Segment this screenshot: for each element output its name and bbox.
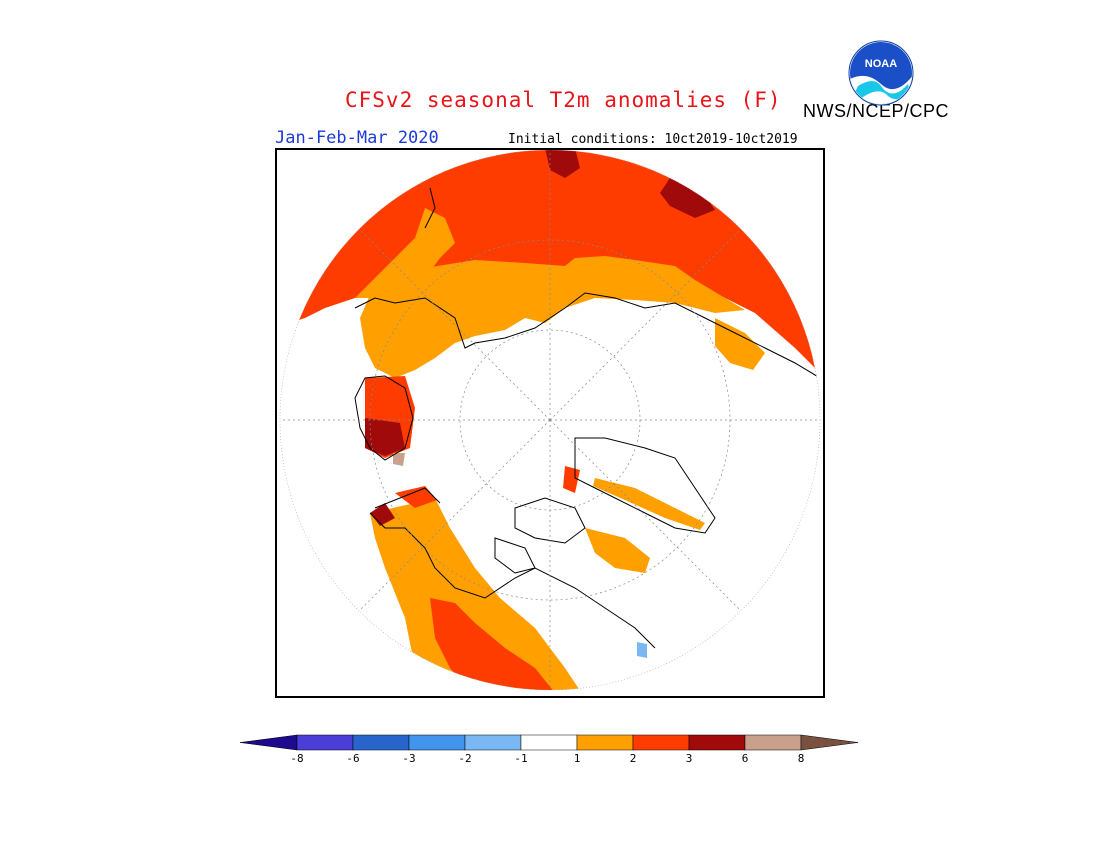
legend-swatch <box>352 734 410 751</box>
coastline-arctic-islands <box>494 497 586 574</box>
legend-swatch <box>576 734 634 751</box>
legend-tick-label: 6 <box>742 752 749 765</box>
graticule-meridian <box>358 228 551 421</box>
legend-swatch <box>632 734 690 751</box>
legend-swatch <box>744 734 802 751</box>
agency-label: NWS/NCEP/CPC <box>803 101 950 121</box>
legend-tick-label: -2 <box>458 752 471 765</box>
legend-tick-label: -6 <box>346 752 359 765</box>
map-disc-outline <box>279 149 821 691</box>
anomaly-region-2to3-siberia <box>563 466 580 493</box>
initial-conditions: Initial conditions: 10ct2019-10ct2019 <box>508 132 798 147</box>
legend-tick-label: -1 <box>514 752 527 765</box>
anomaly-region-3to6-north <box>545 150 580 178</box>
chart-title: CFSv2 seasonal T2m anomalies (F) <box>345 88 782 112</box>
coastline-alaska <box>374 487 441 509</box>
legend-arrow-high <box>800 734 859 751</box>
noaa-logo: NOAA <box>848 40 914 106</box>
legend-swatch <box>688 734 746 751</box>
legend-tick-label: 3 <box>686 752 693 765</box>
legend-tick-label: -3 <box>402 752 415 765</box>
legend-swatch <box>464 734 522 751</box>
anomaly-region-3to6-alaska <box>370 503 395 526</box>
graticule-meridian <box>549 419 742 612</box>
coastline-namerica <box>369 512 656 649</box>
anomaly-map[interactable] <box>275 148 825 698</box>
anomaly-region-1to2-europe <box>355 208 455 298</box>
anomaly-region-3to6-greenland <box>365 418 405 456</box>
legend-tick-label: 1 <box>574 752 581 765</box>
forecast-period: Jan-Feb-Mar 2020 <box>275 128 439 148</box>
anomaly-region-2to3-alaska <box>395 486 437 508</box>
legend-arrow-low <box>239 734 298 751</box>
legend-swatch <box>408 734 466 751</box>
legend-tick-label: 2 <box>630 752 637 765</box>
graticule-meridian <box>358 419 551 612</box>
map-frame <box>275 148 825 698</box>
legend-swatch <box>296 734 354 751</box>
logo-text: NOAA <box>865 58 897 70</box>
legend-swatch <box>520 734 578 751</box>
anomaly-region-1to2-east <box>715 318 765 370</box>
color-legend: -8 -6 -3 -2 -1 1 2 3 6 8 <box>239 734 859 765</box>
anomaly-region-1to2-central <box>585 528 650 573</box>
graticule-meridian <box>549 228 742 421</box>
coastline-europe <box>354 187 820 379</box>
anomaly-region-6to8-greenland <box>393 453 405 466</box>
anomaly-region-1to2-north <box>360 256 745 378</box>
anomaly-region-2to3-namerica <box>430 598 555 690</box>
legend-tick-label: 8 <box>798 752 805 765</box>
anomaly-region-1to2-namerica <box>370 498 585 690</box>
anomaly-region-3to6-northeast <box>660 178 715 218</box>
legend-tick-label: -8 <box>290 752 303 765</box>
anomaly-region-cool-1to2 <box>637 642 647 658</box>
coastline-greenland <box>354 375 414 461</box>
coastline-siberia <box>574 437 716 534</box>
